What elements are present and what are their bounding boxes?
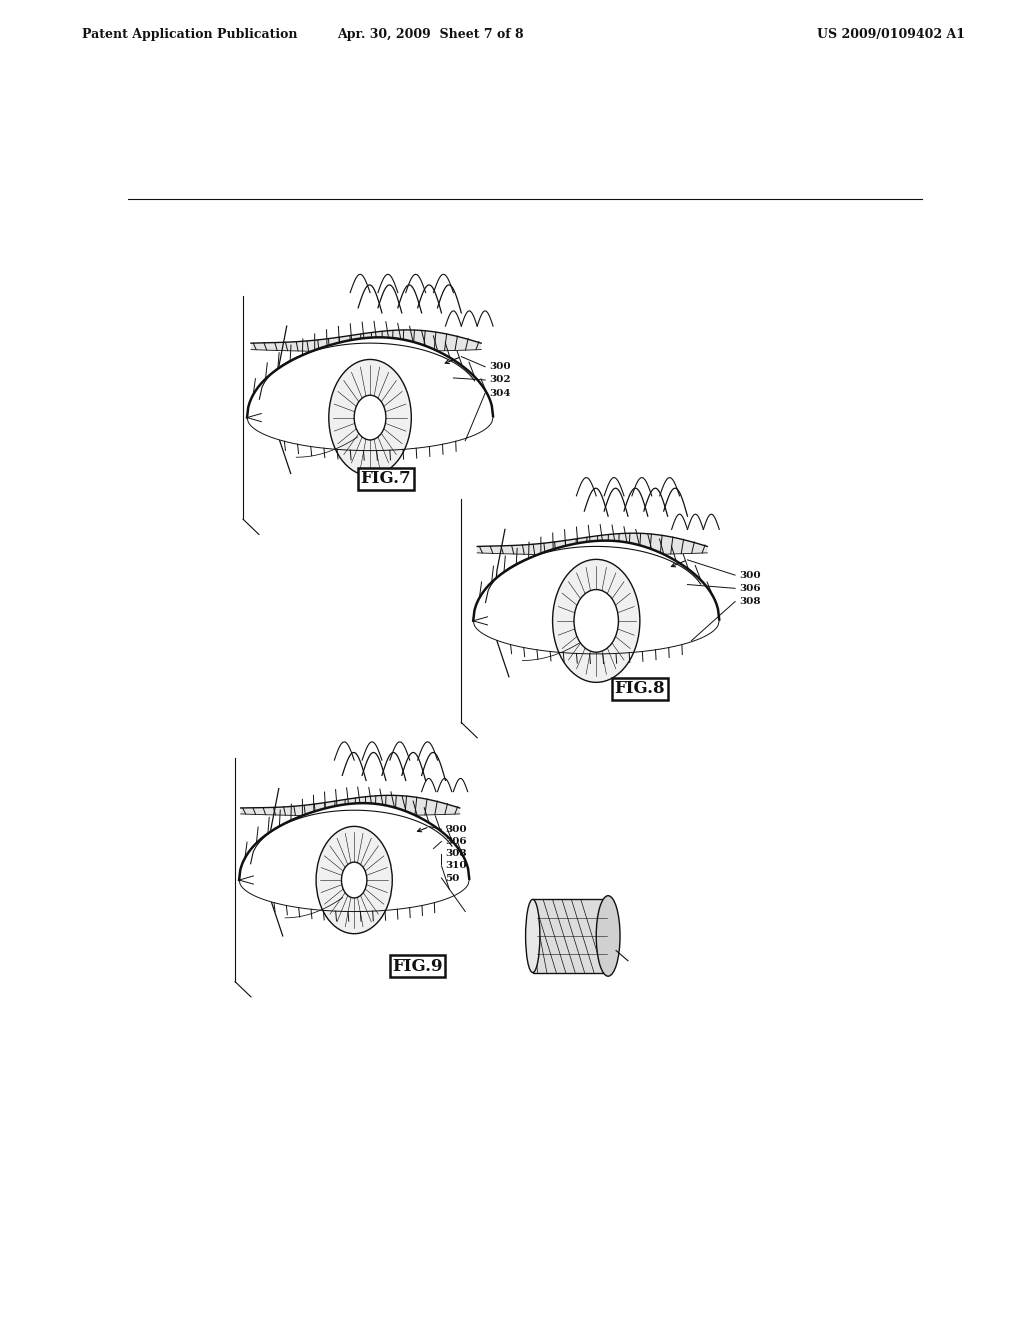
Bar [532,899,608,973]
Text: 306: 306 [739,583,761,593]
Text: 308: 308 [739,597,761,606]
Text: 308: 308 [445,849,467,858]
Text: 302: 302 [489,375,511,384]
Polygon shape [473,541,719,653]
Text: 50: 50 [445,874,460,883]
Text: FIG.9: FIG.9 [392,958,443,975]
Ellipse shape [329,359,412,475]
Polygon shape [251,330,481,351]
Polygon shape [247,338,494,450]
Ellipse shape [553,560,640,682]
Polygon shape [477,533,708,554]
Text: FIG.8: FIG.8 [614,681,666,697]
Text: 310: 310 [445,862,467,870]
Text: FIG.7: FIG.7 [360,470,412,487]
Ellipse shape [574,590,618,652]
Ellipse shape [316,826,392,933]
Text: US 2009/0109402 A1: US 2009/0109402 A1 [817,28,965,41]
Text: 304: 304 [489,388,511,397]
Text: 300: 300 [445,825,467,834]
Text: 300: 300 [489,362,511,371]
Ellipse shape [341,862,367,898]
Text: 306: 306 [445,837,467,846]
Ellipse shape [525,899,540,973]
Text: 300: 300 [739,570,761,579]
Text: Patent Application Publication: Patent Application Publication [82,28,297,41]
Polygon shape [241,796,460,816]
Text: Apr. 30, 2009  Sheet 7 of 8: Apr. 30, 2009 Sheet 7 of 8 [337,28,523,41]
Ellipse shape [596,896,620,977]
Ellipse shape [354,395,386,440]
Polygon shape [239,803,469,912]
